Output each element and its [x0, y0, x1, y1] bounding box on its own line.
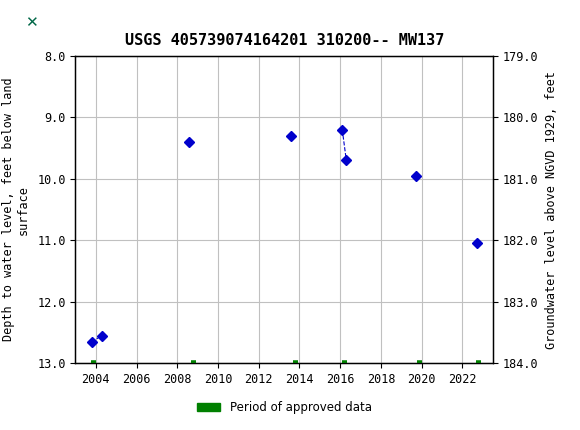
Y-axis label: Depth to water level, feet below land
surface: Depth to water level, feet below land su… — [2, 78, 30, 341]
Text: USGS: USGS — [67, 14, 122, 31]
Legend: Period of approved data: Period of approved data — [192, 396, 376, 419]
Text: ✕: ✕ — [26, 15, 38, 30]
Y-axis label: Groundwater level above NGVD 1929, feet: Groundwater level above NGVD 1929, feet — [545, 71, 559, 349]
Bar — [7, 4, 56, 41]
Title: USGS 405739074164201 310200-- MW137: USGS 405739074164201 310200-- MW137 — [125, 33, 444, 48]
